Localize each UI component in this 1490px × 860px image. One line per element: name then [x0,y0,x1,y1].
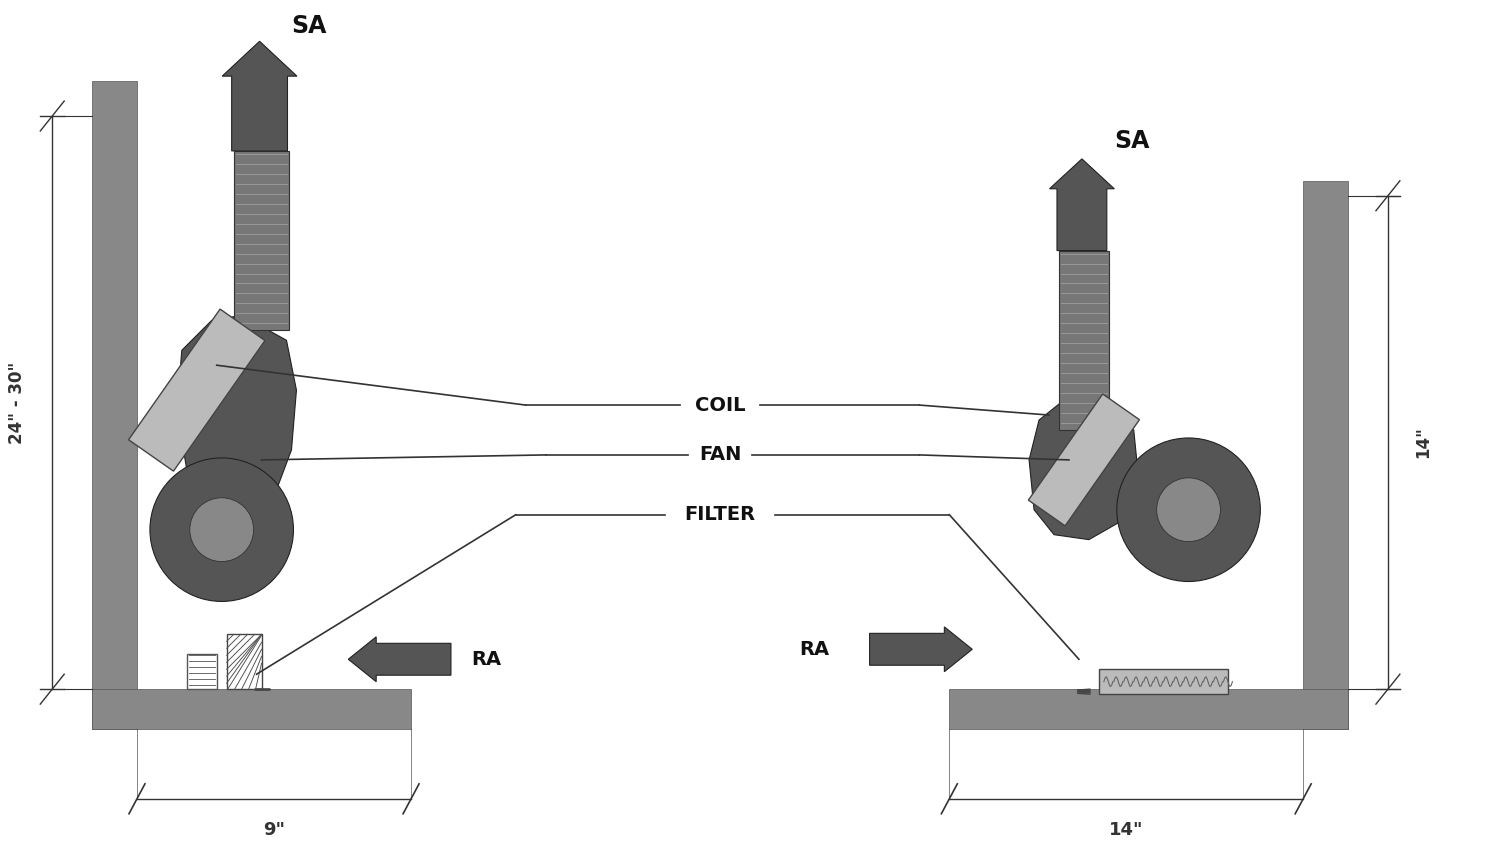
FancyArrow shape [349,636,451,682]
Polygon shape [92,81,137,729]
FancyArrow shape [870,627,973,672]
Polygon shape [1098,669,1228,694]
Text: RA: RA [800,640,830,659]
FancyArrow shape [1049,159,1115,250]
Circle shape [1118,438,1261,581]
Polygon shape [128,309,265,471]
Text: 9": 9" [264,820,285,838]
Polygon shape [1304,181,1348,729]
Text: RA: RA [471,650,501,669]
Polygon shape [234,150,289,330]
Polygon shape [177,316,297,512]
Circle shape [189,498,253,562]
Text: SA: SA [292,15,326,39]
Text: SA: SA [1115,129,1149,153]
Circle shape [150,458,294,601]
Text: FAN: FAN [699,445,741,464]
FancyArrow shape [222,41,297,150]
Polygon shape [1028,394,1140,525]
Polygon shape [1030,400,1138,539]
Polygon shape [949,689,1348,729]
Text: 14": 14" [1109,820,1143,838]
Polygon shape [92,689,411,729]
Text: 24" - 30": 24" - 30" [9,361,27,444]
Text: FILTER: FILTER [684,505,755,525]
Polygon shape [1059,250,1109,430]
Circle shape [1156,478,1220,542]
Text: 14": 14" [1414,427,1432,458]
Text: COIL: COIL [694,396,745,415]
